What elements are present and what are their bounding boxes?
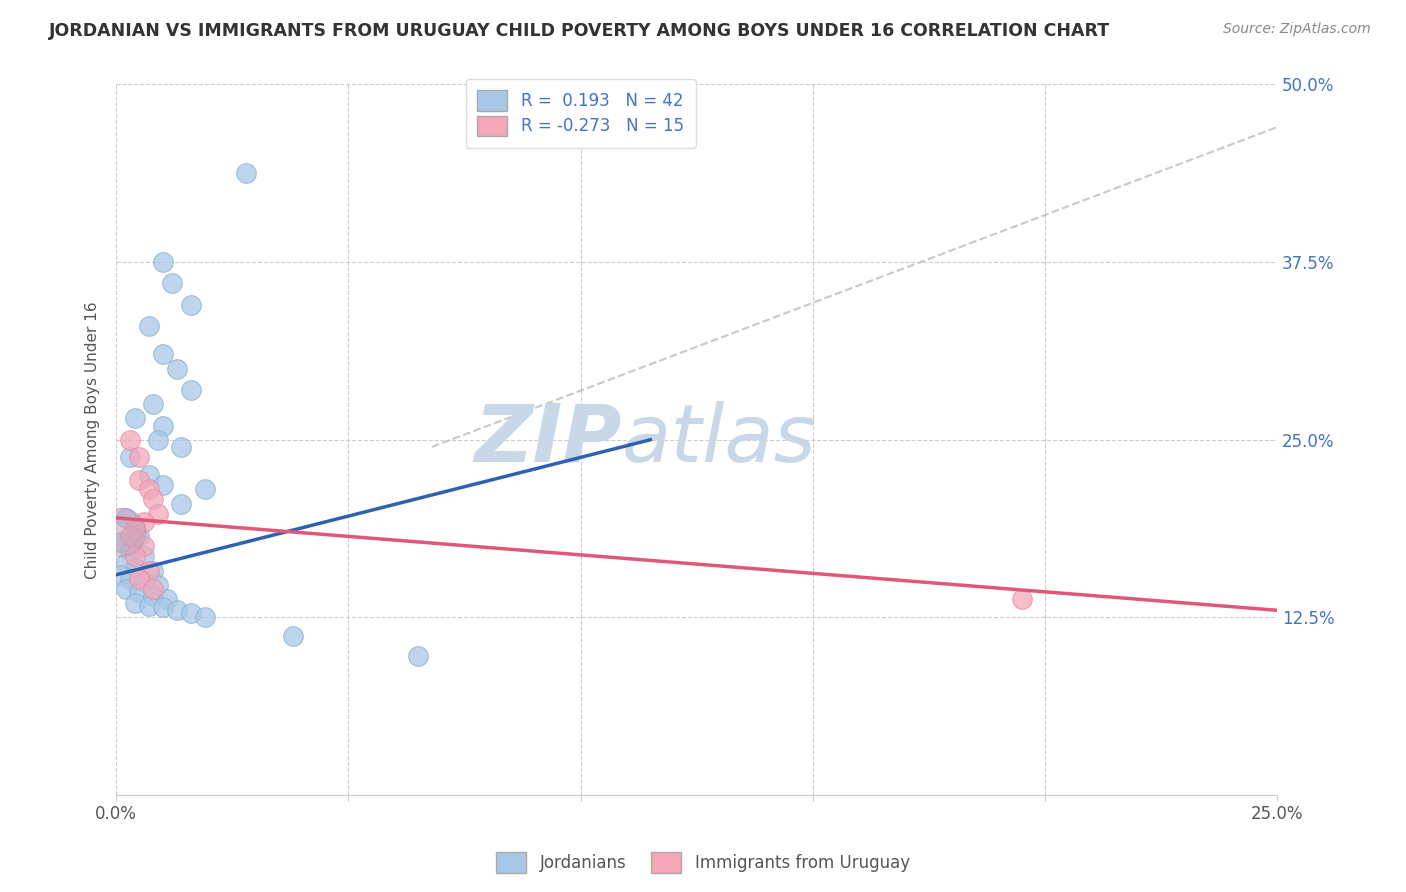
Point — [120, 450, 142, 464]
Point — [160, 277, 183, 291]
Point — [152, 600, 174, 615]
Point — [180, 606, 202, 620]
Point — [142, 589, 165, 603]
Point — [128, 572, 150, 586]
Point — [142, 564, 165, 578]
Text: Source: ZipAtlas.com: Source: ZipAtlas.com — [1223, 22, 1371, 37]
Point — [128, 584, 150, 599]
Text: atlas: atlas — [621, 401, 815, 479]
Legend: Jordanians, Immigrants from Uruguay: Jordanians, Immigrants from Uruguay — [489, 846, 917, 880]
Point — [138, 564, 160, 578]
Point — [281, 629, 304, 643]
Point — [134, 549, 156, 564]
Point — [193, 610, 215, 624]
Point — [152, 347, 174, 361]
Legend: R =  0.193   N = 42, R = -0.273   N = 15: R = 0.193 N = 42, R = -0.273 N = 15 — [465, 78, 696, 147]
Point — [110, 535, 132, 549]
Point — [110, 525, 132, 540]
Point — [134, 515, 156, 529]
Point — [166, 603, 188, 617]
Point — [152, 255, 174, 269]
Point — [124, 411, 146, 425]
Point — [138, 599, 160, 613]
Point — [146, 433, 169, 447]
Point — [124, 596, 146, 610]
Point — [120, 572, 142, 586]
Point — [142, 492, 165, 507]
Point — [110, 567, 132, 582]
Point — [114, 582, 136, 596]
Point — [156, 591, 179, 606]
Point — [128, 529, 150, 543]
Point — [152, 478, 174, 492]
Point — [124, 560, 146, 574]
Point — [142, 582, 165, 596]
Point — [1011, 591, 1033, 606]
Point — [134, 574, 156, 589]
Y-axis label: Child Poverty Among Boys Under 16: Child Poverty Among Boys Under 16 — [86, 301, 100, 579]
Point — [170, 497, 193, 511]
Point — [170, 440, 193, 454]
Point — [166, 361, 188, 376]
Point — [114, 511, 136, 525]
Point — [152, 418, 174, 433]
Point — [128, 473, 150, 487]
Point — [138, 483, 160, 497]
Text: JORDANIAN VS IMMIGRANTS FROM URUGUAY CHILD POVERTY AMONG BOYS UNDER 16 CORRELATI: JORDANIAN VS IMMIGRANTS FROM URUGUAY CHI… — [49, 22, 1111, 40]
Point — [146, 507, 169, 521]
Point — [134, 539, 156, 553]
Text: ZIP: ZIP — [474, 401, 621, 479]
Point — [180, 298, 202, 312]
Point — [142, 397, 165, 411]
Point — [120, 433, 142, 447]
Point — [406, 648, 429, 663]
Point — [128, 450, 150, 464]
Point — [138, 319, 160, 334]
Point — [124, 521, 146, 535]
Point — [120, 529, 142, 543]
Point — [114, 557, 136, 571]
Point — [146, 578, 169, 592]
Point — [120, 543, 142, 558]
Point — [193, 483, 215, 497]
Point — [235, 165, 257, 179]
Point — [124, 549, 146, 564]
Point — [180, 383, 202, 397]
Point — [138, 468, 160, 483]
